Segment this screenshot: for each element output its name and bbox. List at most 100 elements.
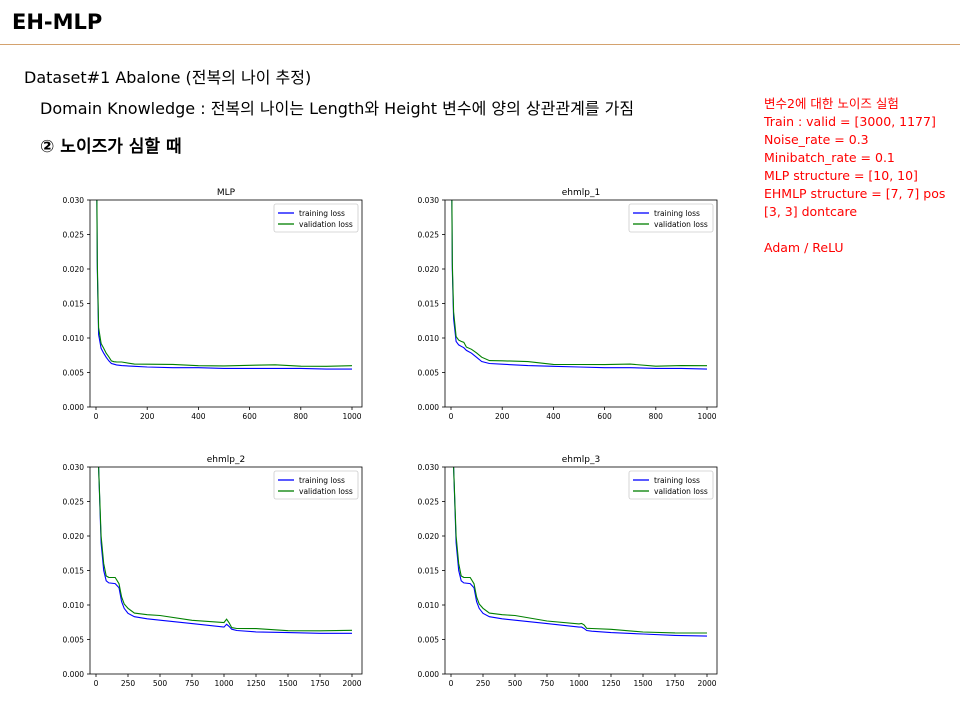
y-tick-label: 0.000: [418, 403, 440, 412]
y-tick-label: 0.010: [418, 334, 440, 343]
y-tick-label: 0.005: [63, 636, 85, 645]
y-tick-label: 0.030: [63, 196, 85, 205]
legend-validation-label: validation loss: [299, 220, 353, 229]
notes-optimizer: Adam / ReLU: [764, 240, 844, 255]
x-tick-label: 1500: [278, 679, 297, 688]
notes-title: 변수2에 대한 노이즈 실험: [764, 96, 899, 111]
legend-validation-label: validation loss: [299, 487, 353, 496]
legend-training-label: training loss: [299, 209, 345, 218]
x-tick-label: 1000: [342, 412, 361, 421]
y-tick-label: 0.020: [63, 532, 85, 541]
scenario-heading: ② 노이즈가 심할 때: [40, 137, 182, 157]
experiment-notes: 변수2에 대한 노이즈 실험 Train : valid = [3000, 11…: [764, 95, 945, 257]
chart-ehmlp-3: ehmlp_3 0.000 0.005 0.010 0.015 0.020 0.025 0.0…: [405, 449, 735, 689]
legend-box: [273, 470, 359, 500]
y-tick-label: 0.000: [418, 670, 440, 679]
chart-ehmlp-1-svg: ehmlp_1 0.000 0.005 0.010 0.015 0.020 0.025 0.0…: [418, 188, 718, 421]
x-tick-label: 0: [94, 412, 99, 421]
y-tick-label: 0.025: [418, 231, 440, 240]
x-tick-label: 750: [185, 679, 200, 688]
x-tick-label: 1000: [697, 412, 716, 421]
training-loss-line: [98, 467, 352, 634]
chart-title: ehmlp_1: [562, 188, 600, 198]
x-tick-label: 500: [508, 679, 523, 688]
y-tick-label: 0.010: [63, 601, 85, 610]
legend-training-label: training loss: [299, 476, 345, 485]
y-tick-label: 0.025: [63, 498, 85, 507]
x-tick-label: 800: [294, 412, 309, 421]
x-tick-label: 600: [242, 412, 257, 421]
training-loss-line: [96, 200, 352, 370]
y-tick-label: 0.015: [418, 567, 440, 576]
validation-loss-line: [98, 467, 353, 632]
chart-mlp-svg: MLP 0.000 0.005 0.010 0.015 0.020 0.025 0.030 0 2…: [63, 188, 363, 421]
x-tick-label: 1250: [246, 679, 265, 688]
y-tick-label: 0.030: [418, 463, 440, 472]
y-tick-label: 0.020: [418, 532, 440, 541]
notes-split: Train : valid = [3000, 1177]: [764, 114, 936, 129]
legend-box: [628, 470, 714, 500]
y-tick-label: 0.010: [63, 334, 85, 343]
dataset-heading: Dataset#1 Abalone (전복의 나이 추정): [24, 68, 312, 87]
x-tick-label: 200: [140, 412, 155, 421]
notes-ehmlp-dontcare: [3, 3] dontcare: [764, 204, 858, 219]
training-loss-line: [451, 200, 708, 370]
legend-box: [273, 203, 359, 233]
chart-ehmlp-2: ehmlp_2 0.000 0.005 0.010 0.015 0.020 0.025 0.0…: [50, 449, 380, 689]
y-tick-label: 0.015: [418, 300, 440, 309]
validation-loss-line: [96, 200, 353, 367]
validation-loss-line: [451, 200, 708, 367]
x-tick-label: 750: [540, 679, 555, 688]
y-tick-label: 0.000: [63, 403, 85, 412]
legend-training-label: training loss: [654, 209, 700, 218]
x-tick-label: 1750: [665, 679, 684, 688]
legend-validation-label: validation loss: [654, 487, 708, 496]
notes-spacer: [764, 221, 945, 239]
validation-loss-line: [453, 467, 708, 634]
y-tick-label: 0.015: [63, 567, 85, 576]
x-tick-label: 500: [153, 679, 168, 688]
x-tick-label: 1250: [601, 679, 620, 688]
slide-title: EH-MLP: [12, 10, 103, 34]
legend-training-label: training loss: [654, 476, 700, 485]
y-tick-label: 0.030: [63, 463, 85, 472]
x-tick-label: 400: [191, 412, 206, 421]
chart-ehmlp-1: ehmlp_1 0.000 0.005 0.010 0.015 0.020 0.025 0.0…: [405, 182, 735, 422]
title-divider: [0, 44, 960, 45]
chart-title: MLP: [217, 188, 236, 198]
x-tick-label: 250: [121, 679, 136, 688]
training-loss-line: [453, 467, 708, 637]
notes-mlp-structure: MLP structure = [10, 10]: [764, 168, 918, 183]
x-tick-label: 1750: [310, 679, 329, 688]
chart-ehmlp-3-svg: ehmlp_3 0.000 0.005 0.010 0.015 0.020 0.025 0.0…: [418, 455, 718, 688]
chart-title: ehmlp_3: [562, 455, 600, 465]
x-tick-label: 1000: [569, 679, 588, 688]
legend-validation-label: validation loss: [654, 220, 708, 229]
chart-ehmlp-2-svg: ehmlp_2 0.000 0.005 0.010 0.015 0.020 0.025 0.0…: [63, 455, 363, 688]
x-tick-label: 200: [495, 412, 510, 421]
x-tick-label: 0: [94, 679, 99, 688]
y-tick-label: 0.025: [418, 498, 440, 507]
x-tick-label: 2000: [342, 679, 361, 688]
y-tick-label: 0.005: [418, 636, 440, 645]
y-tick-label: 0.000: [63, 670, 85, 679]
x-tick-label: 400: [546, 412, 561, 421]
x-tick-label: 1500: [633, 679, 652, 688]
chart-mlp: MLP 0.000 0.005 0.010 0.015 0.020 0.025 0.030 0 2…: [50, 182, 380, 422]
x-tick-label: 0: [449, 412, 454, 421]
x-tick-label: 1000: [214, 679, 233, 688]
domain-knowledge-text: Domain Knowledge : 전복의 나이는 Length와 Heigh…: [40, 99, 635, 118]
y-tick-label: 0.025: [63, 231, 85, 240]
y-tick-label: 0.005: [63, 369, 85, 378]
y-tick-label: 0.020: [63, 265, 85, 274]
notes-noise-rate: Noise_rate = 0.3: [764, 132, 869, 147]
x-tick-label: 2000: [697, 679, 716, 688]
x-tick-label: 600: [597, 412, 612, 421]
x-tick-label: 0: [449, 679, 454, 688]
y-tick-label: 0.030: [418, 196, 440, 205]
notes-minibatch-rate: Minibatch_rate = 0.1: [764, 150, 895, 165]
x-tick-label: 250: [476, 679, 491, 688]
y-tick-label: 0.005: [418, 369, 440, 378]
notes-ehmlp-structure: EHMLP structure = [7, 7] pos: [764, 186, 946, 201]
y-tick-label: 0.015: [63, 300, 85, 309]
